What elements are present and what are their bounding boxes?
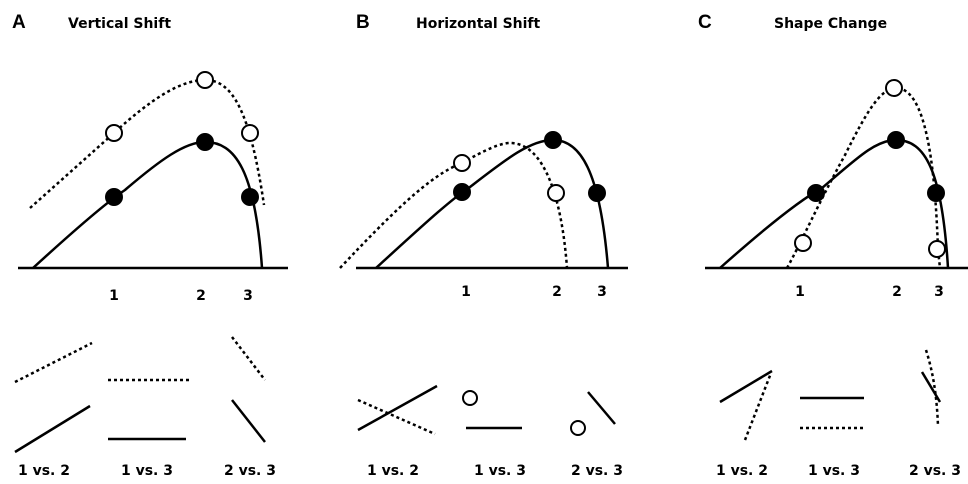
comparison-label: 1 vs. 3 (808, 463, 860, 479)
point-open (547, 184, 565, 202)
point-open (462, 390, 478, 406)
curve-dotted (785, 86, 942, 269)
curve-solid (719, 138, 950, 269)
panel-title: Vertical Shift (68, 16, 171, 32)
point-open (928, 240, 946, 258)
comparison-label: 2 vs. 3 (224, 463, 276, 479)
curve-dotted (339, 141, 569, 269)
slope-dotted (231, 336, 266, 381)
axis-label: 1 (461, 284, 471, 300)
comparison-label: 2 vs. 3 (571, 463, 623, 479)
point-filled (927, 184, 945, 202)
panel-title: Shape Change (774, 16, 887, 32)
curve-solid (32, 140, 264, 269)
point-open (794, 234, 812, 252)
point-filled (887, 131, 905, 149)
slope-dotted (14, 341, 93, 384)
panel-letter: B (356, 12, 370, 33)
axis-label: 2 (552, 284, 562, 300)
point-open (105, 124, 123, 142)
slope-solid (14, 404, 91, 454)
comparison-label: 1 vs. 3 (474, 463, 526, 479)
panel-letter: C (698, 12, 712, 33)
point-open (241, 124, 259, 142)
point-open (453, 154, 471, 172)
comparison-label: 1 vs. 2 (716, 463, 768, 479)
point-filled (453, 183, 471, 201)
slope-solid (357, 384, 438, 432)
slope-solid (587, 391, 616, 425)
panel-c: C Shape Change 1 2 3 1 vs. 2 1 vs. 3 2 v… (698, 12, 968, 479)
point-filled (196, 133, 214, 151)
panel-letter: A (12, 12, 26, 33)
curve-dotted (29, 78, 266, 209)
point-filled (588, 184, 606, 202)
axis-label: 2 (196, 288, 206, 304)
panel-a: A Vertical Shift 1 2 3 1 vs. 2 1 vs. 3 2… (12, 12, 288, 479)
comparison-label: 1 vs. 2 (367, 463, 419, 479)
curve-solid (375, 138, 610, 269)
axis-label: 1 (109, 288, 119, 304)
comparison-label: 1 vs. 2 (18, 463, 70, 479)
slope-solid (719, 369, 773, 404)
point-filled (807, 184, 825, 202)
axis-label: 1 (795, 284, 805, 300)
slope-dotted (743, 372, 773, 441)
panel-title: Horizontal Shift (416, 16, 541, 32)
slope-solid (920, 371, 942, 403)
axis-label: 3 (243, 288, 253, 304)
axis-label: 3 (597, 284, 607, 300)
comparison-label: 2 vs. 3 (909, 463, 961, 479)
axis-label: 2 (892, 284, 902, 300)
slope-dotted (357, 398, 436, 436)
point-open (196, 71, 214, 89)
point-open (570, 420, 586, 436)
axis-label: 3 (934, 284, 944, 300)
comparison-label: 1 vs. 3 (121, 463, 173, 479)
point-filled (241, 188, 259, 206)
panel-b: B Horizontal Shift 1 2 3 1 vs. 2 1 vs. 3… (339, 12, 628, 479)
slope-solid (231, 399, 266, 443)
point-filled (544, 131, 562, 149)
slope-dotted (924, 349, 940, 427)
point-open (885, 79, 903, 97)
point-filled (105, 188, 123, 206)
